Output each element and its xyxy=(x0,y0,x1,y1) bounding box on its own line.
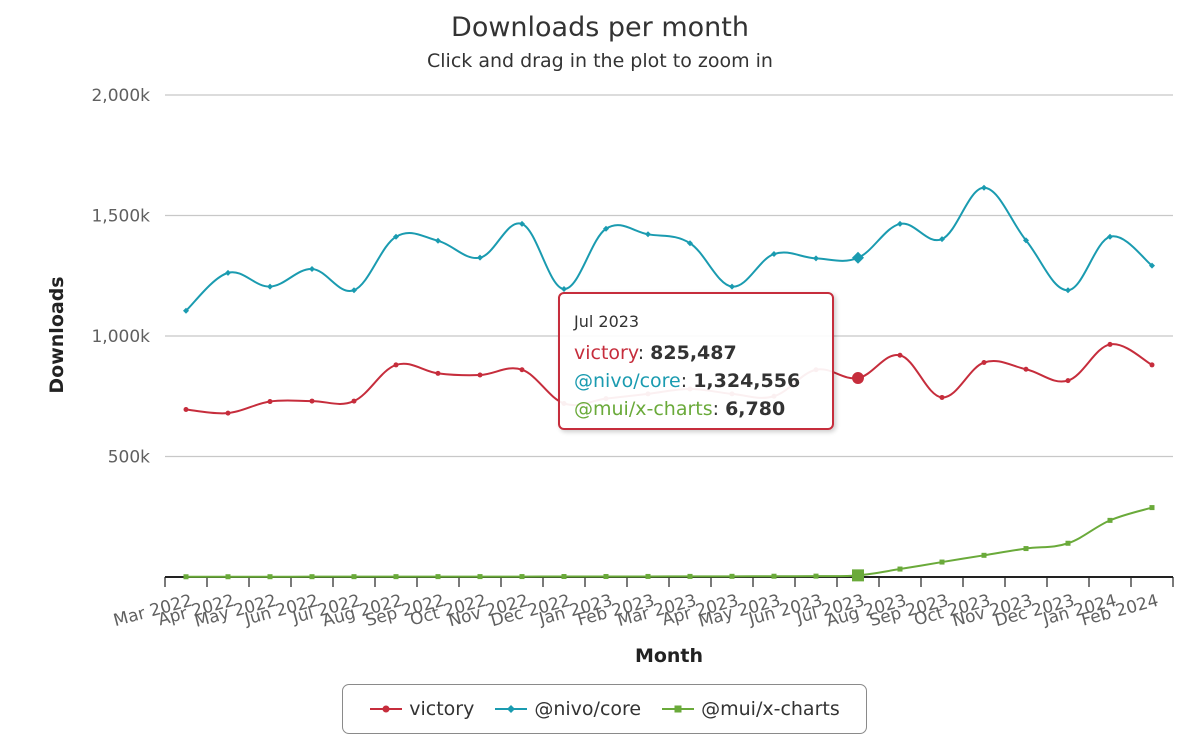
data-point[interactable] xyxy=(603,573,609,579)
legend-item-mui-x-charts[interactable]: @mui/x-charts xyxy=(661,698,840,720)
tooltip-row-nivo: @nivo/core: 1,324,556 xyxy=(574,370,801,392)
data-point[interactable] xyxy=(477,574,483,580)
series-nivo-core[interactable] xyxy=(183,184,1155,314)
chart-subtitle: Click and drag in the plot to zoom in xyxy=(427,50,773,72)
data-point[interactable] xyxy=(1107,341,1113,347)
tooltip-row-victory: victory: 825,487 xyxy=(574,342,737,364)
legend-item-nivo-core[interactable]: @nivo/core xyxy=(494,698,641,720)
data-point[interactable] xyxy=(435,237,441,244)
data-point[interactable] xyxy=(225,269,231,276)
data-point[interactable] xyxy=(1149,505,1155,511)
tooltip-value: 1,324,556 xyxy=(693,370,801,392)
y-tick-label: 1,500k xyxy=(91,207,150,227)
data-point[interactable] xyxy=(267,399,273,405)
data-point[interactable] xyxy=(1149,262,1155,269)
data-point[interactable] xyxy=(1023,237,1029,244)
data-point[interactable] xyxy=(393,574,399,580)
data-point[interactable] xyxy=(897,352,903,358)
y-tick-label: 500k xyxy=(108,448,150,468)
y-axis-tick-labels: 500k 1,000k 1,500k 2,000k xyxy=(91,86,150,468)
data-point[interactable] xyxy=(435,370,441,376)
data-point[interactable] xyxy=(267,574,273,580)
data-point[interactable] xyxy=(813,255,819,262)
data-point[interactable] xyxy=(1107,517,1113,523)
tooltip-header: Jul 2023 xyxy=(574,312,640,331)
data-point[interactable] xyxy=(645,573,651,579)
tooltip-value: 825,487 xyxy=(650,342,737,364)
data-point[interactable] xyxy=(351,287,357,294)
data-point[interactable] xyxy=(183,407,189,413)
y-tick-label: 1,000k xyxy=(91,327,150,347)
x-axis-title: Month xyxy=(635,645,703,667)
data-point[interactable] xyxy=(981,552,987,558)
data-point[interactable] xyxy=(225,574,231,580)
data-point[interactable] xyxy=(477,372,483,378)
data-point[interactable] xyxy=(1023,546,1029,552)
legend-label: @nivo/core xyxy=(534,698,642,720)
data-point[interactable] xyxy=(729,573,735,579)
data-point[interactable] xyxy=(603,225,609,232)
data-point[interactable] xyxy=(309,574,315,580)
legend-symbol-diamond-icon xyxy=(495,705,528,713)
legend-label: @mui/x-charts xyxy=(701,698,840,720)
data-point[interactable] xyxy=(852,569,864,582)
data-point[interactable] xyxy=(519,220,525,227)
data-point[interactable] xyxy=(183,307,189,314)
data-point[interactable] xyxy=(309,398,315,404)
data-point[interactable] xyxy=(435,574,441,580)
legend: victory @nivo/core @mui/x-charts xyxy=(342,684,867,734)
series-mui-x-charts[interactable] xyxy=(183,505,1155,582)
data-point[interactable] xyxy=(1065,378,1071,384)
tooltip-row-mui: @mui/x-charts: 6,780 xyxy=(574,398,786,420)
data-point[interactable] xyxy=(729,283,735,290)
tooltip-series-name: @nivo/core xyxy=(574,370,681,392)
data-point[interactable] xyxy=(645,231,651,238)
data-point[interactable] xyxy=(813,573,819,579)
data-point[interactable] xyxy=(1065,287,1071,294)
data-point[interactable] xyxy=(852,372,864,385)
data-point[interactable] xyxy=(981,184,987,191)
data-point[interactable] xyxy=(771,573,777,579)
data-point[interactable] xyxy=(1065,540,1071,546)
data-point[interactable] xyxy=(519,574,525,580)
tooltip: Jul 2023 victory: 825,487 @nivo/core: 1,… xyxy=(558,292,834,430)
data-point[interactable] xyxy=(1107,233,1113,240)
legend-symbol-square-icon xyxy=(662,705,695,713)
data-point[interactable] xyxy=(183,574,189,580)
data-point[interactable] xyxy=(1023,366,1029,372)
data-point[interactable] xyxy=(687,240,693,247)
tooltip-value: 6,780 xyxy=(725,398,786,420)
data-point[interactable] xyxy=(852,251,864,264)
data-point[interactable] xyxy=(939,236,945,243)
data-point[interactable] xyxy=(897,220,903,227)
data-point[interactable] xyxy=(561,574,567,580)
tooltip-series-name: @mui/x-charts xyxy=(574,398,713,420)
data-point[interactable] xyxy=(225,410,231,416)
data-point[interactable] xyxy=(393,362,399,368)
data-point[interactable] xyxy=(393,233,399,240)
y-axis-title: Downloads xyxy=(46,276,68,393)
data-point[interactable] xyxy=(351,574,357,580)
legend-item-victory[interactable]: victory xyxy=(369,698,474,720)
tooltip-series-name: victory xyxy=(574,342,638,364)
legend-label: victory xyxy=(409,698,475,720)
data-point[interactable] xyxy=(939,559,945,565)
data-point[interactable] xyxy=(351,398,357,404)
data-point[interactable] xyxy=(687,573,693,579)
data-point[interactable] xyxy=(1149,362,1155,368)
data-point[interactable] xyxy=(519,367,525,373)
data-point[interactable] xyxy=(981,360,987,366)
chart-title: Downloads per month xyxy=(451,12,749,43)
data-point[interactable] xyxy=(897,566,903,572)
data-point[interactable] xyxy=(771,251,777,258)
data-point[interactable] xyxy=(561,286,567,293)
data-point[interactable] xyxy=(477,254,483,261)
data-point[interactable] xyxy=(939,394,945,400)
y-tick-label: 2,000k xyxy=(91,86,150,106)
series-line[interactable] xyxy=(185,506,1153,578)
data-point[interactable] xyxy=(309,266,315,273)
legend-symbol-circle-icon xyxy=(370,705,403,713)
data-point[interactable] xyxy=(267,283,273,290)
